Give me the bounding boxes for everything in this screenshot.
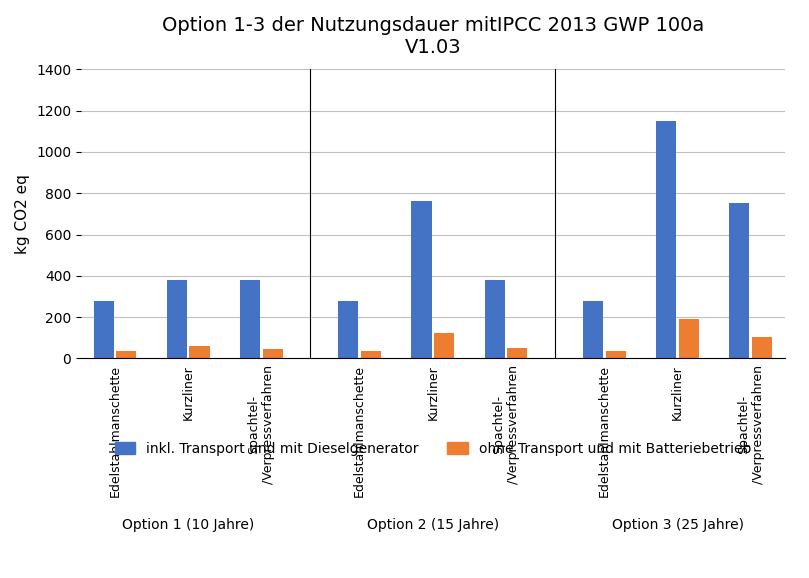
Bar — [752, 336, 772, 358]
Bar — [679, 319, 699, 358]
Text: Kurzliner: Kurzliner — [181, 365, 195, 420]
Legend: inkl. Transport und mit Dieselgenerator, ohne Transport und mit Batteriebetrieb: inkl. Transport und mit Dieselgenerator,… — [109, 436, 756, 461]
Text: Spachtel-
/Verpressverfahren: Spachtel- /Verpressverfahren — [248, 365, 275, 484]
Bar — [338, 301, 358, 358]
Bar — [239, 280, 260, 358]
Bar — [583, 301, 603, 358]
Text: Option 3 (25 Jahre): Option 3 (25 Jahre) — [612, 518, 743, 532]
Bar — [116, 351, 137, 358]
Bar — [729, 202, 749, 358]
Bar — [656, 121, 676, 358]
Bar — [434, 332, 455, 358]
Bar — [189, 346, 210, 358]
Text: Edelstahlmanschette: Edelstahlmanschette — [354, 365, 366, 497]
Text: Option 2 (15 Jahre): Option 2 (15 Jahre) — [366, 518, 499, 532]
Y-axis label: kg CO2 eq: kg CO2 eq — [15, 174, 31, 254]
Bar — [485, 280, 505, 358]
Bar — [167, 280, 187, 358]
Bar — [411, 202, 431, 358]
Title: Option 1-3 der Nutzungsdauer mitIPCC 2013 GWP 100a
V1.03: Option 1-3 der Nutzungsdauer mitIPCC 201… — [162, 16, 704, 57]
Text: Spachtel-
/Verpressverfahren: Spachtel- /Verpressverfahren — [737, 365, 765, 484]
Bar — [507, 348, 527, 358]
Text: Spachtel-
/Verpressverfahren: Spachtel- /Verpressverfahren — [492, 365, 520, 484]
Bar — [263, 349, 282, 358]
Bar — [94, 301, 114, 358]
Text: Kurzliner: Kurzliner — [671, 365, 684, 420]
Bar — [606, 351, 626, 358]
Text: Edelstahlmanschette: Edelstahlmanschette — [108, 365, 121, 497]
Text: Kurzliner: Kurzliner — [426, 365, 439, 420]
Bar — [361, 351, 381, 358]
Text: Edelstahlmanschette: Edelstahlmanschette — [598, 365, 611, 497]
Text: Option 1 (10 Jahre): Option 1 (10 Jahre) — [122, 518, 254, 532]
